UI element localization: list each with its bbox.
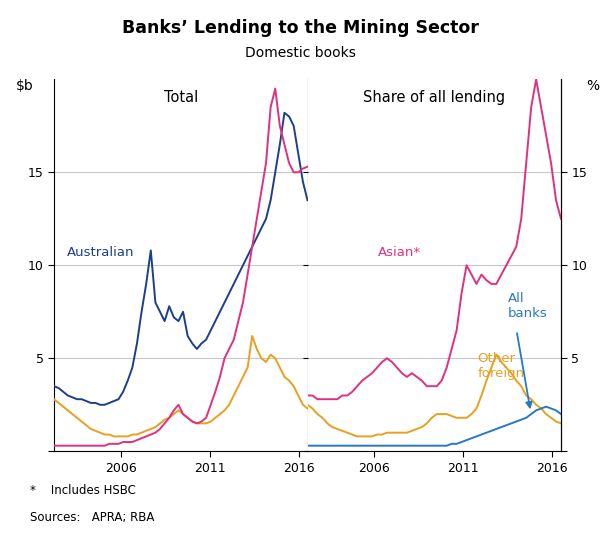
Text: All
banks: All banks <box>508 292 547 321</box>
Text: Banks’ Lending to the Mining Sector: Banks’ Lending to the Mining Sector <box>122 19 478 37</box>
Text: Asian*: Asian* <box>378 246 421 259</box>
Text: Other
foreign: Other foreign <box>478 352 524 380</box>
Text: $b: $b <box>16 79 34 94</box>
Text: Total: Total <box>164 90 198 106</box>
Text: %: % <box>586 79 599 94</box>
Text: Share of all lending: Share of all lending <box>363 90 505 106</box>
Text: Sources:   APRA; RBA: Sources: APRA; RBA <box>30 511 154 525</box>
Text: Domestic books: Domestic books <box>245 46 355 61</box>
Text: *    Includes HSBC: * Includes HSBC <box>30 484 136 497</box>
Text: Australian: Australian <box>67 246 135 259</box>
